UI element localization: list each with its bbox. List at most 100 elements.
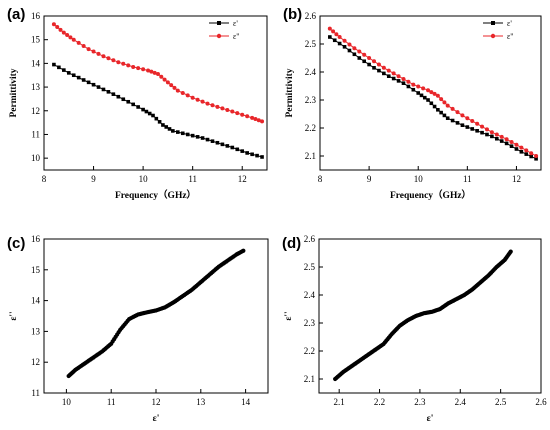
data-point: [225, 107, 230, 112]
data-point: [205, 101, 210, 106]
x-tick-label: 2.5: [495, 397, 507, 407]
data-point: [362, 59, 366, 64]
data-point: [524, 152, 529, 156]
data-point: [391, 71, 396, 76]
y-axis-label: ε'': [9, 311, 19, 320]
data-point: [406, 84, 411, 89]
chart-panel-d: 2.1 2.2 2.3 2.4 2.5 2.6 2.1 2.2 2.3 2.4 2.5 2.6 ε' ε'…: [282, 234, 547, 424]
data-point: [480, 130, 484, 135]
data-point: [136, 66, 141, 71]
data-point: [439, 97, 444, 102]
legend-label: ε': [233, 19, 238, 28]
data-point: [235, 147, 240, 152]
data-point: [332, 38, 337, 43]
y-tick-label: 2.1: [305, 151, 316, 161]
x-tick-label: 9: [367, 174, 372, 184]
data-point: [435, 93, 440, 98]
y-tick-label: 15: [31, 35, 41, 45]
data-point: [159, 74, 164, 79]
y-tick-label: 12: [31, 106, 40, 116]
data-point: [225, 144, 230, 148]
data-point: [230, 145, 235, 150]
data-point: [499, 139, 504, 143]
data-point: [337, 35, 342, 39]
data-point: [240, 149, 245, 153]
data-point: [176, 130, 180, 134]
panel-label: (d): [282, 235, 301, 252]
data-point: [489, 130, 494, 135]
data-point: [337, 41, 342, 46]
chart-panel-a: 8 9 10 11 12 10 11 12 13 14 15 16 Frequency（GHz） Perm…: [7, 6, 268, 201]
data-point: [367, 56, 372, 60]
data-point: [475, 121, 480, 126]
data-point: [245, 114, 250, 119]
data-point: [245, 151, 249, 155]
data-point: [157, 120, 162, 124]
data-point: [524, 148, 529, 153]
y-tick-label: 2.5: [304, 262, 316, 272]
data-point: [76, 75, 81, 80]
data-point: [62, 68, 66, 72]
data-point: [81, 44, 86, 49]
x-axis-label: Frequency（GHz）: [390, 189, 471, 201]
y-tick-label: 16: [31, 11, 41, 21]
data-point: [386, 68, 391, 73]
data-point: [362, 52, 367, 57]
data-point: [210, 139, 215, 143]
data-point: [460, 123, 465, 127]
data-point: [91, 49, 96, 54]
data-point: [382, 71, 386, 76]
x-tick-label: 9: [91, 174, 96, 184]
y-axis-label: Permittivity: [285, 68, 295, 117]
data-point: [141, 67, 146, 72]
x-tick-label: 2.3: [414, 397, 426, 407]
data-point: [111, 92, 116, 96]
x-tick-label: 2.6: [535, 397, 547, 407]
data-point: [185, 132, 190, 137]
y-tick-label: 15: [31, 265, 41, 275]
data-point: [432, 104, 437, 109]
data-point: [450, 118, 455, 123]
data-point: [480, 124, 485, 129]
data-point: [327, 26, 332, 31]
series-first: [328, 35, 538, 161]
data-point: [422, 95, 427, 100]
panel-label: (b): [283, 6, 302, 23]
data-point: [81, 78, 86, 82]
data-point: [65, 32, 70, 37]
x-tick-label: 10: [139, 174, 149, 184]
data-point: [185, 93, 190, 98]
data-point: [509, 144, 514, 148]
x-tick-label: 8: [42, 174, 47, 184]
panel-label: (a): [7, 6, 25, 23]
data-point: [442, 113, 447, 118]
data-point: [190, 133, 195, 138]
data-point: [485, 132, 489, 137]
data-point: [111, 58, 116, 63]
data-point: [445, 103, 450, 108]
data-point: [352, 46, 357, 51]
data-point: [58, 27, 63, 32]
x-tick-label: 14: [241, 397, 251, 407]
chart-panel-b: 8 9 10 11 12 2.1 2.2 2.3 2.4 2.5 2.6 Frequency（GHz）…: [283, 6, 542, 201]
data-point: [215, 140, 220, 145]
legend-marker: [216, 33, 222, 39]
x-tick-label: 11: [463, 174, 472, 184]
y-tick-label: 2.4: [305, 67, 317, 77]
data-point: [426, 98, 430, 102]
data-point: [334, 32, 339, 37]
data-point: [411, 87, 416, 92]
x-tick-label: 2.4: [455, 397, 467, 407]
data-point: [396, 74, 401, 79]
data-point: [455, 121, 460, 125]
data-point: [439, 110, 443, 115]
data-point: [416, 84, 421, 89]
data-point: [534, 157, 538, 161]
data-point: [432, 91, 437, 96]
y-tick-label: 13: [31, 82, 41, 92]
data-point: [200, 136, 205, 140]
data-point: [106, 90, 111, 94]
legend: ε' ε'': [483, 19, 514, 41]
legend: ε' ε'': [209, 19, 240, 41]
